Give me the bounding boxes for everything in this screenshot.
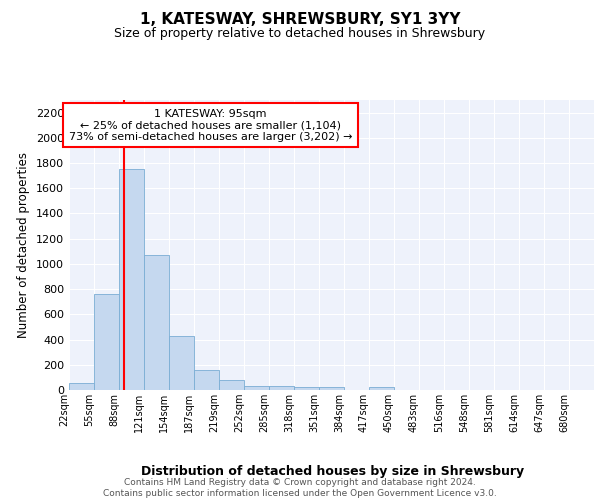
Bar bbox=[319, 388, 344, 390]
Y-axis label: Number of detached properties: Number of detached properties bbox=[17, 152, 31, 338]
Bar bbox=[219, 380, 244, 390]
Bar bbox=[169, 336, 194, 390]
Text: 1, KATESWAY, SHREWSBURY, SY1 3YY: 1, KATESWAY, SHREWSBURY, SY1 3YY bbox=[140, 12, 460, 28]
Bar bbox=[269, 386, 294, 390]
Bar bbox=[244, 386, 269, 390]
Bar bbox=[144, 255, 169, 390]
Bar bbox=[119, 170, 144, 390]
Bar bbox=[69, 383, 94, 390]
Text: Distribution of detached houses by size in Shrewsbury: Distribution of detached houses by size … bbox=[142, 465, 524, 478]
Bar bbox=[94, 294, 119, 390]
Text: 1 KATESWAY: 95sqm
← 25% of detached houses are smaller (1,104)
73% of semi-detac: 1 KATESWAY: 95sqm ← 25% of detached hous… bbox=[69, 108, 353, 142]
Text: Size of property relative to detached houses in Shrewsbury: Size of property relative to detached ho… bbox=[115, 28, 485, 40]
Text: Contains HM Land Registry data © Crown copyright and database right 2024.
Contai: Contains HM Land Registry data © Crown c… bbox=[103, 478, 497, 498]
Bar bbox=[194, 370, 219, 390]
Bar bbox=[294, 388, 319, 390]
Bar bbox=[369, 388, 394, 390]
